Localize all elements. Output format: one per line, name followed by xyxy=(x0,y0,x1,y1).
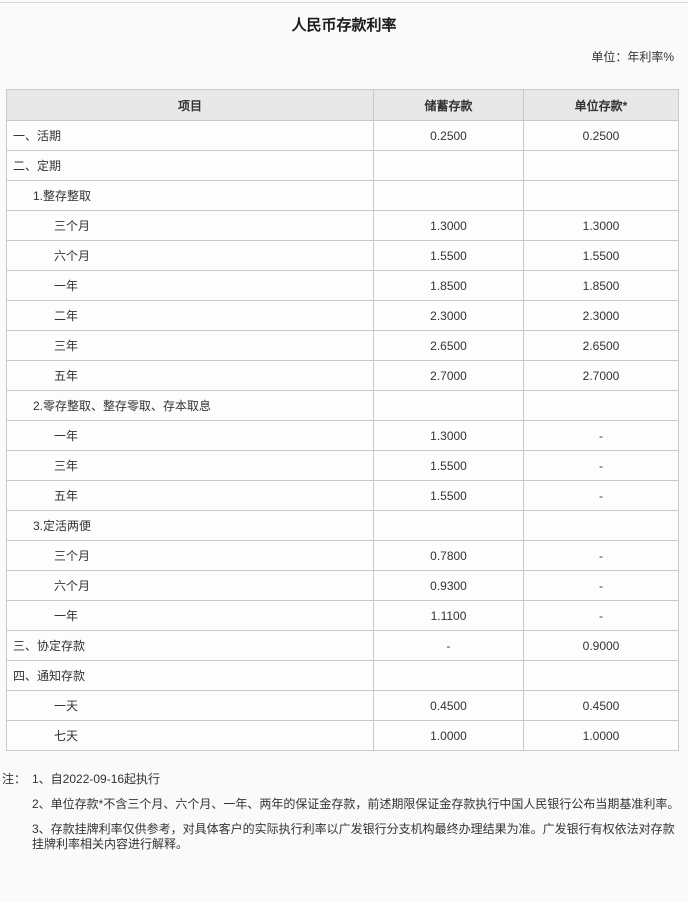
savings-rate-value xyxy=(373,660,524,691)
table-row: 三个月 1.3000 1.3000 xyxy=(6,210,679,241)
row-label: 1.整存整取 xyxy=(6,180,374,211)
corporate-rate-value: 1.0000 xyxy=(523,720,679,751)
table-row: 一年 1.8500 1.8500 xyxy=(6,270,679,301)
row-label: 六个月 xyxy=(6,240,374,271)
table-body: 一、活期 0.2500 0.2500 二、定期 1.整存整取 三个月 1.3000 1.300… xyxy=(6,120,679,751)
corporate-rate-value: 1.8500 xyxy=(523,270,679,301)
corporate-rate-value: - xyxy=(523,480,679,511)
note-item: 2、单位存款*不含三个月、六个月、一年、两年的保证金存款，前述期限保证金存款执行… xyxy=(32,797,680,811)
notes-section: 注： 1、自2022-09-16起执行 2、单位存款*不含三个月、六个月、一年、两… xyxy=(2,772,684,862)
savings-rate-value: - xyxy=(373,630,524,661)
corporate-rate-value: 1.3000 xyxy=(523,210,679,241)
row-label: 3.定活两便 xyxy=(6,510,374,541)
column-header-corporate-deposit: 单位存款* xyxy=(523,89,679,121)
corporate-rate-value: - xyxy=(523,450,679,481)
row-label: 五年 xyxy=(6,480,374,511)
corporate-rate-value: 2.6500 xyxy=(523,330,679,361)
note-item: 1、自2022-09-16起执行 xyxy=(32,772,161,786)
table-row: 一、活期 0.2500 0.2500 xyxy=(6,120,679,151)
table-header-row: 项目 储蓄存款 单位存款* xyxy=(6,89,679,121)
top-divider xyxy=(0,2,688,3)
table-row: 三、协定存款 -0.9000 xyxy=(6,630,679,661)
row-label: 四、通知存款 xyxy=(6,660,374,691)
corporate-rate-value: 2.3000 xyxy=(523,300,679,331)
savings-rate-value: 2.7000 xyxy=(373,360,524,391)
corporate-rate-value xyxy=(523,150,679,181)
savings-rate-value: 1.5500 xyxy=(373,450,524,481)
row-label: 一年 xyxy=(6,270,374,301)
savings-rate-value: 0.4500 xyxy=(373,690,524,721)
savings-rate-value: 1.5500 xyxy=(373,240,524,271)
table-row: 3.定活两便 xyxy=(6,510,679,541)
corporate-rate-value xyxy=(523,180,679,211)
corporate-rate-value: 0.9000 xyxy=(523,630,679,661)
row-label: 三、协定存款 xyxy=(6,630,374,661)
corporate-rate-value: - xyxy=(523,570,679,601)
savings-rate-value: 1.1100 xyxy=(373,600,524,631)
table-row: 1.整存整取 xyxy=(6,180,679,211)
savings-rate-value: 1.0000 xyxy=(373,720,524,751)
corporate-rate-value: - xyxy=(523,600,679,631)
savings-rate-value: 2.3000 xyxy=(373,300,524,331)
note-item: 3、存款挂牌利率仅供参考，对具体客户的实际执行利率以广发银行分支机构最终办理结果… xyxy=(32,822,675,851)
savings-rate-value: 0.7800 xyxy=(373,540,524,571)
savings-rate-value xyxy=(373,180,524,211)
row-label: 一、活期 xyxy=(6,120,374,151)
table-row: 五年 1.5500- xyxy=(6,480,679,511)
row-label: 2.零存整取、整存零取、存本取息 xyxy=(6,390,374,421)
savings-rate-value: 0.2500 xyxy=(373,120,524,151)
table-row: 2.零存整取、整存零取、存本取息 xyxy=(6,390,679,421)
row-label: 七天 xyxy=(6,720,374,751)
row-label: 三年 xyxy=(6,330,374,361)
row-label: 一年 xyxy=(6,420,374,451)
notes-items: 1、自2022-09-16起执行 2、单位存款*不含三个月、六个月、一年、两年的保… xyxy=(32,772,684,862)
table-row: 一年 1.1100- xyxy=(6,600,679,631)
deposit-rates-table: 项目 储蓄存款 单位存款* 一、活期 0.2500 0.2500 二、定期 1.整存整取… xyxy=(6,89,679,751)
table-row: 二年 2.3000 2.3000 xyxy=(6,300,679,331)
savings-rate-value: 1.5500 xyxy=(373,480,524,511)
notes-label: 注： xyxy=(2,772,27,786)
row-label: 二、定期 xyxy=(6,150,374,181)
table-row: 五年 2.7000 2.7000 xyxy=(6,360,679,391)
row-label: 三个月 xyxy=(6,210,374,241)
table-row: 三个月 0.7800- xyxy=(6,540,679,571)
corporate-rate-value xyxy=(523,660,679,691)
corporate-rate-value: 2.7000 xyxy=(523,360,679,391)
savings-rate-value: 2.6500 xyxy=(373,330,524,361)
table-row: 七天 1.0000 1.0000 xyxy=(6,720,679,751)
table-row: 一天 0.4500 0.4500 xyxy=(6,690,679,721)
savings-rate-value: 1.3000 xyxy=(373,210,524,241)
corporate-rate-value: 1.5500 xyxy=(523,240,679,271)
corporate-rate-value: 0.2500 xyxy=(523,120,679,151)
savings-rate-value xyxy=(373,150,524,181)
unit-label: 单位：年利率% xyxy=(591,50,674,64)
corporate-rate-value: 0.4500 xyxy=(523,690,679,721)
table-row: 四、通知存款 xyxy=(6,660,679,691)
row-label: 一天 xyxy=(6,690,374,721)
row-label: 一年 xyxy=(6,600,374,631)
column-header-savings-deposit: 储蓄存款 xyxy=(373,89,524,121)
table-row: 六个月 1.5500 1.5500 xyxy=(6,240,679,271)
table-row: 一年 1.3000- xyxy=(6,420,679,451)
row-label: 六个月 xyxy=(6,570,374,601)
savings-rate-value: 0.9300 xyxy=(373,570,524,601)
row-label: 五年 xyxy=(6,360,374,391)
table-row: 三年 2.6500 2.6500 xyxy=(6,330,679,361)
corporate-rate-value: - xyxy=(523,540,679,571)
corporate-rate-value xyxy=(523,390,679,421)
table-row: 六个月 0.9300- xyxy=(6,570,679,601)
column-header-item: 项目 xyxy=(6,89,374,121)
page-title: 人民币存款利率 xyxy=(291,17,397,34)
savings-rate-value: 1.3000 xyxy=(373,420,524,451)
row-label: 二年 xyxy=(6,300,374,331)
row-label: 三个月 xyxy=(6,540,374,571)
table-row: 二、定期 xyxy=(6,150,679,181)
savings-rate-value: 1.8500 xyxy=(373,270,524,301)
row-label: 三年 xyxy=(6,450,374,481)
corporate-rate-value: - xyxy=(523,420,679,451)
corporate-rate-value xyxy=(523,510,679,541)
savings-rate-value xyxy=(373,510,524,541)
savings-rate-value xyxy=(373,390,524,421)
table-row: 三年 1.5500- xyxy=(6,450,679,481)
